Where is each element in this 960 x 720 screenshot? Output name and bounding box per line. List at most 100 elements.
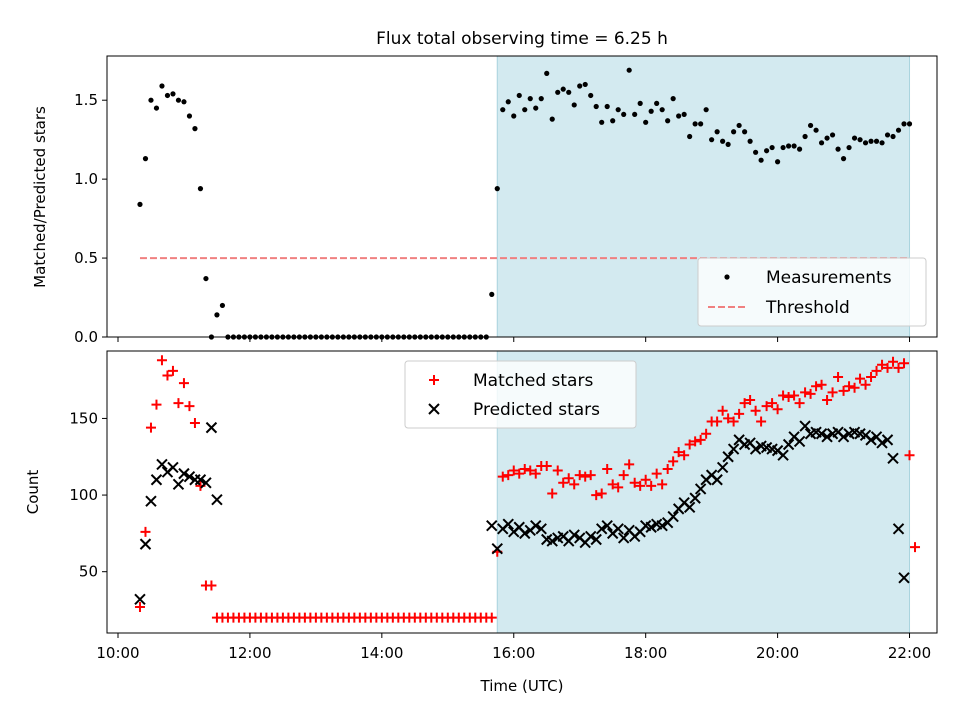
- predicted-star-point: [150, 474, 163, 486]
- y-tick-label: 0.0: [74, 328, 98, 346]
- top-panel: 0.0 0.5 1.0 1.5 Measurements Threshold: [74, 55, 938, 346]
- predicted-star-point: [167, 461, 179, 474]
- matched-star-point: [816, 379, 827, 390]
- matched-star-point: [860, 379, 871, 390]
- measurement-point: [582, 81, 588, 88]
- measurement-point: [857, 137, 863, 143]
- y-tick-label: 100: [69, 486, 98, 504]
- matched-star-point: [684, 439, 695, 450]
- matched-star-point: [761, 401, 772, 412]
- series-measurements: [137, 67, 913, 340]
- matched-star-point: [585, 470, 596, 481]
- measurement-point: [802, 133, 808, 140]
- legend-label-predicted: Predicted stars: [473, 400, 600, 420]
- matched-star-point: [607, 479, 618, 490]
- measurement-point: [698, 121, 704, 127]
- predicted-star-point: [172, 478, 185, 491]
- predicted-star-point: [486, 520, 498, 532]
- measurement-point: [785, 143, 792, 149]
- matched-star-point: [580, 471, 591, 482]
- matched-star-point: [888, 356, 899, 367]
- matched-star-point: [602, 464, 613, 475]
- measurement-point: [868, 138, 874, 144]
- predicted-star-point: [134, 593, 146, 605]
- measurement-point: [791, 143, 797, 149]
- matched-star-point: [657, 479, 668, 490]
- matched-star-point: [717, 405, 728, 416]
- matched-star-point: [173, 398, 184, 409]
- top-y-axis-label: Matched/Predicted stars: [31, 106, 49, 288]
- measurement-point: [181, 99, 187, 105]
- measurement-point: [170, 91, 176, 97]
- matched-star-point: [882, 362, 893, 373]
- measurement-point: [192, 126, 198, 132]
- matched-star-point: [189, 418, 200, 429]
- x-tick-label: 22:00: [888, 644, 931, 662]
- predicted-star-point: [200, 477, 212, 489]
- predicted-star-point: [821, 431, 833, 443]
- measurement-point: [829, 132, 836, 138]
- predicted-star-point: [711, 474, 723, 486]
- predicted-star-point: [887, 452, 899, 464]
- matched-star-point: [783, 391, 794, 402]
- matched-star-point: [679, 450, 690, 461]
- predicted-star-point: [535, 523, 547, 535]
- measurement-point: [769, 144, 775, 151]
- matched-star-point: [745, 395, 756, 406]
- measurement-point: [522, 107, 528, 113]
- matched-star-point: [805, 388, 816, 399]
- matched-star-point: [849, 382, 860, 393]
- matched-star-point: [662, 464, 673, 475]
- matched-star-point: [206, 580, 217, 591]
- matched-star-point: [596, 488, 607, 499]
- measurement-point: [720, 138, 726, 144]
- matched-star-point: [871, 365, 882, 376]
- measurement-point: [621, 111, 627, 118]
- predicted-star-point: [145, 495, 157, 507]
- measurement-point: [725, 141, 731, 148]
- matched-star-point: [519, 464, 530, 475]
- legend-label-matched: Matched stars: [473, 371, 593, 391]
- matched-star-point: [794, 398, 805, 409]
- measurement-point: [648, 108, 654, 114]
- predicted-star-point: [689, 492, 701, 504]
- matched-star-point: [569, 479, 580, 490]
- x-tick-label: 10:00: [96, 644, 139, 662]
- measurement-point: [142, 156, 149, 162]
- predicted-star-point: [519, 527, 531, 540]
- matched-star-point: [145, 422, 156, 433]
- measurement-point: [643, 119, 649, 125]
- measurement-point: [835, 146, 841, 152]
- matched-star-point: [904, 450, 915, 461]
- predicted-star-point: [211, 493, 223, 506]
- measurement-point: [516, 92, 522, 99]
- measurement-point: [159, 83, 165, 89]
- measurement-point: [747, 138, 753, 144]
- measurement-point: [692, 121, 698, 127]
- measurement-point: [780, 144, 786, 151]
- predicted-star-point: [156, 458, 168, 471]
- measurement-point: [670, 96, 676, 102]
- measurement-point: [654, 100, 660, 106]
- matched-star-point: [827, 387, 838, 398]
- matched-star-point: [530, 468, 541, 479]
- measurement-point: [818, 140, 825, 146]
- matched-star-point: [739, 398, 750, 409]
- matched-star-point: [811, 381, 822, 392]
- matched-star-point: [503, 470, 514, 481]
- y-tick-label: 50: [79, 563, 98, 581]
- predicted-star-point: [898, 572, 910, 584]
- y-tick-label: 1.0: [74, 170, 98, 188]
- measurement-point: [736, 122, 742, 129]
- legend-measurement-marker: [724, 274, 730, 280]
- matched-star-point: [899, 358, 910, 369]
- measurement-point: [593, 103, 599, 110]
- matched-star-point: [893, 362, 904, 373]
- measurement-point: [186, 113, 193, 119]
- matched-star-point: [772, 404, 783, 415]
- legend-predicted-marker: [428, 403, 440, 415]
- matched-star-point: [756, 416, 767, 427]
- matched-star-point: [514, 468, 525, 479]
- chart-title: Flux total observing time = 6.25 h: [376, 29, 668, 49]
- measurement-point: [494, 186, 500, 192]
